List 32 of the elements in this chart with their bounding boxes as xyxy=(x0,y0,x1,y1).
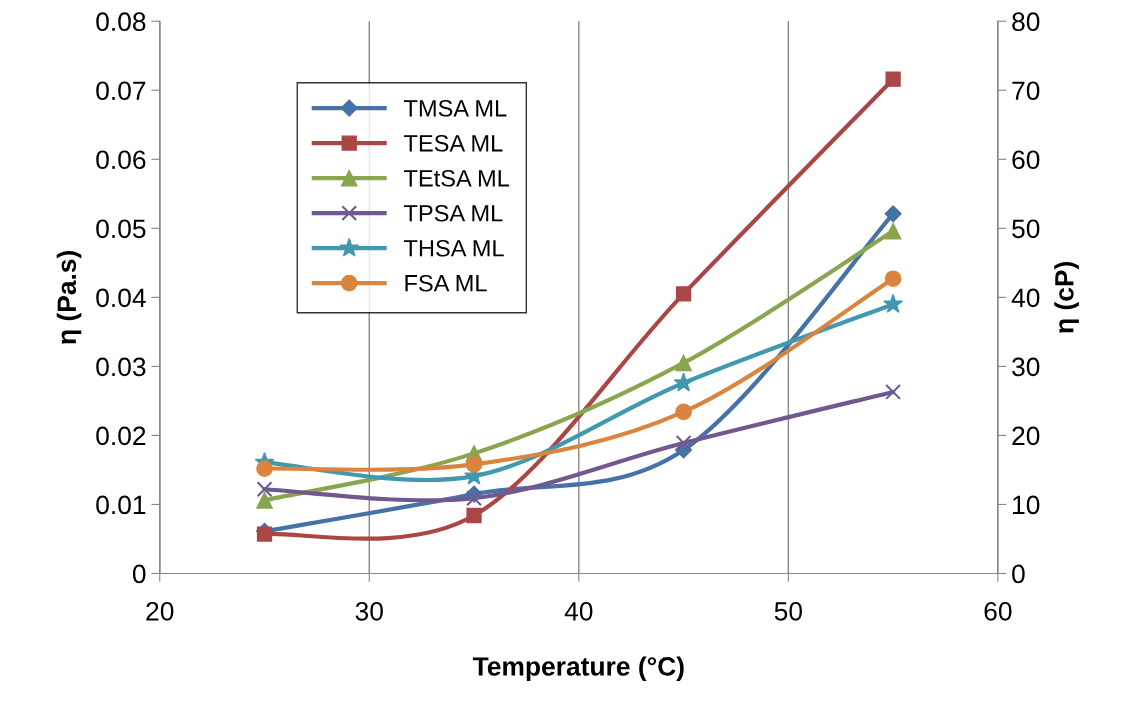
x-tick-label: 50 xyxy=(774,601,802,621)
y-tick-label: 0 xyxy=(132,564,146,584)
x-axis-title: Temperature (°C) xyxy=(472,656,684,682)
y2-tick-label: 10 xyxy=(1013,495,1040,515)
y2-tick-label: 20 xyxy=(1012,426,1040,446)
y-tick-label: 0.04 xyxy=(96,288,146,308)
y-tick-label: 0.05 xyxy=(96,219,146,239)
legend-label: TPSA ML xyxy=(404,204,503,222)
y-tick-label: 0.07 xyxy=(96,81,146,101)
y2-tick-label: 80 xyxy=(1012,12,1040,32)
x-tick-label: 20 xyxy=(146,601,174,621)
y-tick-label: 0.03 xyxy=(96,357,146,377)
y2-tick-label: 70 xyxy=(1012,81,1040,101)
legend-label: TEtSA ML xyxy=(404,169,510,187)
y-tick-label: 0.06 xyxy=(96,150,146,170)
y2-tick-label: 60 xyxy=(1012,150,1040,170)
x-tick-label: 40 xyxy=(564,601,593,621)
x-tick-label: 30 xyxy=(355,601,383,621)
y2-axis-title: η (cP) xyxy=(1054,262,1079,333)
y-tick-label: 0.08 xyxy=(96,12,146,32)
legend-label: TESA ML xyxy=(404,134,503,152)
x-tick-label: 60 xyxy=(984,601,1012,621)
y2-tick-label: 30 xyxy=(1012,357,1040,377)
y2-tick-label: 40 xyxy=(1011,288,1040,308)
legend-label: THSA ML xyxy=(404,239,504,257)
y-tick-label: 0.01 xyxy=(96,495,146,515)
legend-label: TMSA ML xyxy=(404,99,507,117)
y2-tick-label: 50 xyxy=(1012,219,1040,239)
y2-tick-label: 0 xyxy=(1012,564,1025,584)
legend-label: FSA ML xyxy=(405,274,487,292)
y-tick-label: 0.02 xyxy=(96,426,146,446)
y-axis-title: η (Pa.s) xyxy=(56,251,82,344)
